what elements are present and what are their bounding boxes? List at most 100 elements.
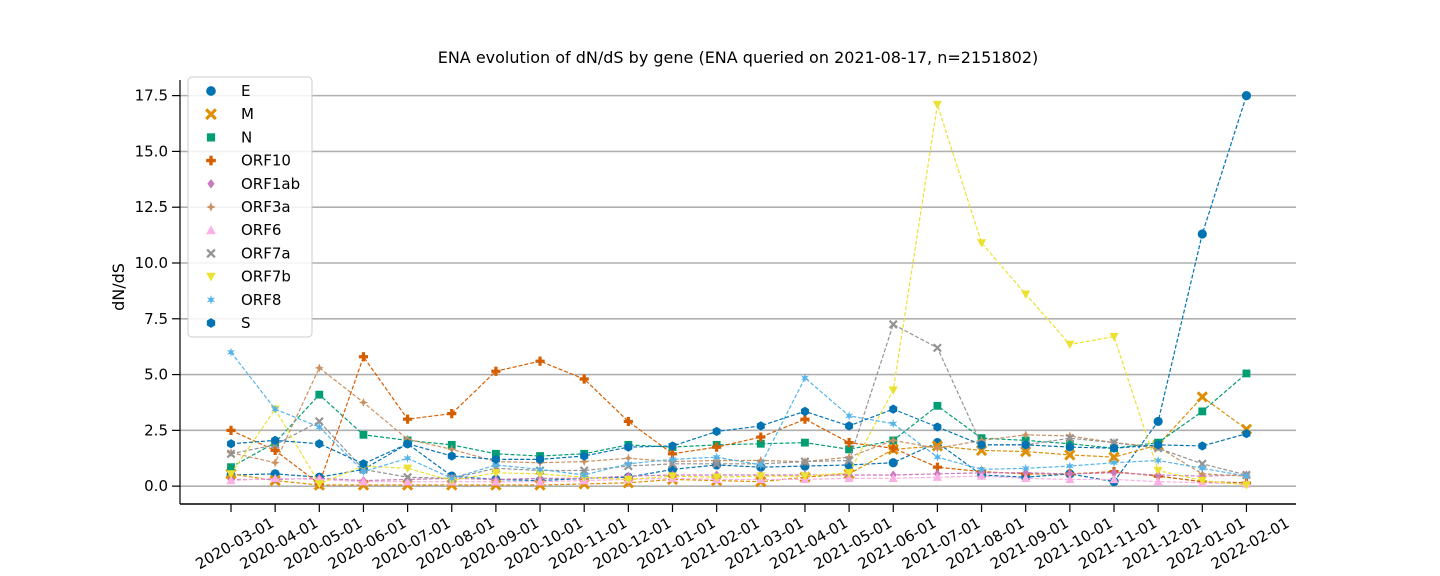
data-point (315, 439, 324, 449)
data-point (447, 451, 456, 461)
data-point (1197, 469, 1207, 479)
chart-title: ENA evolution of dN/dS by gene (ENA quer… (438, 48, 1039, 67)
data-point (403, 472, 413, 482)
data-point (226, 425, 236, 435)
series-line (230, 351, 1247, 479)
data-point (358, 397, 369, 408)
data-point (270, 445, 280, 456)
series-orf10 (226, 352, 1252, 489)
data-point (1021, 440, 1030, 450)
legend-label: ORF1ab (241, 175, 300, 193)
data-point (844, 473, 854, 483)
data-point (358, 352, 369, 362)
data-point (800, 406, 809, 416)
legend-label: ORF3a (241, 198, 291, 216)
legend-item: ORF6 (206, 221, 281, 239)
data-point (801, 438, 809, 447)
data-point (314, 363, 324, 373)
data-point (1109, 332, 1119, 342)
data-point (933, 422, 942, 432)
data-point (712, 473, 722, 482)
legend: EMN ORF10 ORF1ab ORF3a ORF6 ORF7a ORF7b ORF8 S (187, 76, 313, 338)
series-orf6 (226, 471, 1252, 488)
legend-label: ORF7a (241, 244, 291, 262)
data-point (226, 475, 236, 485)
data-point (491, 366, 501, 376)
series-line (230, 104, 1247, 486)
series-line (230, 323, 1247, 479)
data-point (491, 477, 501, 486)
y-axis-label: dN/dS (109, 263, 128, 311)
data-point (1241, 91, 1252, 101)
data-point (1110, 468, 1118, 478)
y-tick-label: 12.5 (135, 198, 168, 216)
legend-item: ORF7b (206, 268, 291, 286)
data-point (668, 454, 677, 464)
legend-item: ORF3a (206, 198, 291, 216)
legend-item: M (205, 105, 254, 123)
data-point (624, 442, 633, 452)
series-line (230, 366, 1247, 477)
data-point (314, 416, 324, 426)
data-point (623, 416, 633, 427)
data-point (271, 435, 280, 445)
data-point (888, 443, 898, 453)
data-point (1064, 449, 1076, 461)
data-point (667, 472, 678, 481)
legend-label: ORF8 (241, 291, 281, 309)
data-point (845, 445, 854, 454)
legend-marker (206, 225, 216, 235)
data-point (800, 457, 810, 467)
y-tick-label: 7.5 (144, 310, 168, 328)
data-point (668, 441, 677, 451)
data-point (888, 386, 898, 395)
data-point (977, 440, 986, 450)
data-point (1197, 476, 1207, 486)
data-point (1242, 471, 1251, 481)
series-line (231, 472, 1247, 482)
legend-marker (206, 248, 216, 259)
legend-label: M (241, 105, 254, 123)
data-point (1153, 416, 1163, 427)
data-point (403, 477, 413, 486)
legend-label: N (241, 128, 252, 146)
data-point (491, 460, 500, 470)
series-line (230, 372, 1247, 468)
legend-frame (187, 76, 313, 338)
data-point (845, 421, 854, 431)
data-point (359, 467, 368, 477)
series-line (230, 95, 1248, 483)
data-point (403, 439, 412, 449)
data-point (800, 414, 810, 424)
legend-label: ORF7b (241, 268, 291, 286)
data-point (1153, 477, 1163, 486)
data-point (447, 444, 457, 454)
data-point (1197, 229, 1207, 239)
data-point (844, 456, 854, 465)
data-point (712, 426, 721, 437)
data-point (756, 460, 765, 470)
data-point (800, 472, 810, 481)
data-point (226, 449, 236, 459)
legend-item: ORF1ab (207, 175, 300, 193)
data-point (889, 404, 898, 414)
series-orf7b (226, 100, 1252, 490)
data-point (1198, 407, 1207, 416)
grid-lines (180, 94, 1296, 487)
data-point (1110, 458, 1118, 468)
data-point (932, 100, 942, 110)
data-point (1021, 430, 1031, 440)
legend-marker (206, 202, 216, 212)
data-point (314, 480, 324, 489)
data-point (1109, 474, 1119, 484)
data-point (536, 454, 545, 464)
data-point (315, 390, 324, 399)
data-point (756, 439, 765, 448)
data-point (933, 452, 942, 462)
legend-item: ORF7a (206, 244, 291, 262)
data-point (580, 470, 589, 480)
y-tick-label: 2.5 (144, 421, 168, 439)
data-point (712, 452, 721, 462)
legend-marker (206, 86, 216, 96)
data-point (491, 449, 500, 458)
